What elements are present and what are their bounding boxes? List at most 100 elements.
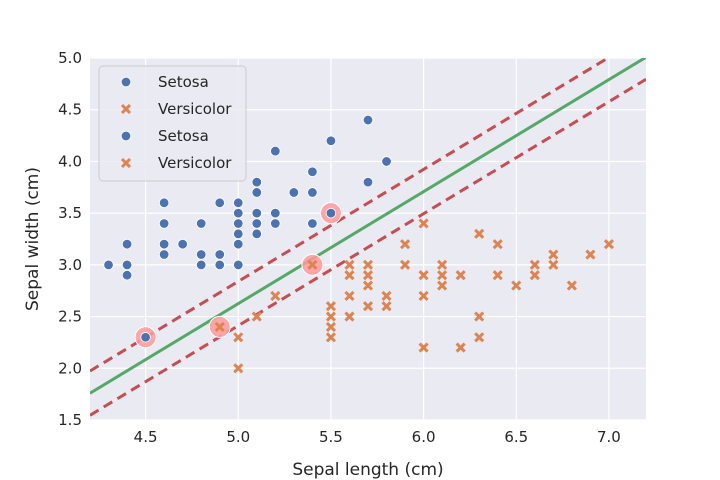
setosa-point <box>121 259 133 271</box>
versicolor-point <box>437 280 448 291</box>
y-tick-label: 4.0 <box>58 152 82 170</box>
versicolor-point <box>344 270 355 281</box>
versicolor-point <box>492 270 503 281</box>
versicolor-point <box>233 332 244 343</box>
decision-boundary-line <box>90 58 646 395</box>
setosa-point <box>270 207 281 219</box>
versicolor-point <box>418 342 429 353</box>
versicolor-point <box>529 270 540 281</box>
setosa-point <box>251 187 262 198</box>
setosa-point <box>158 238 170 250</box>
y-tick-label: 2.5 <box>58 308 82 326</box>
margin-line <box>90 58 611 373</box>
setosa-point <box>140 332 151 343</box>
setosa-point <box>362 114 374 126</box>
setosa-point <box>381 156 392 167</box>
versicolor-point <box>418 270 429 281</box>
setosa-point <box>307 166 318 177</box>
setosa-point <box>251 228 262 240</box>
versicolor-point <box>455 342 466 353</box>
versicolor-point <box>474 228 485 239</box>
versicolor-point <box>344 259 355 270</box>
versicolor-point <box>400 239 411 250</box>
setosa-point <box>233 207 244 219</box>
setosa-point <box>177 238 188 250</box>
legend-label: Setosa <box>158 73 209 91</box>
legend-label: Setosa <box>158 127 209 145</box>
y-tick-label: 4.5 <box>58 101 82 119</box>
setosa-point <box>158 197 170 209</box>
versicolor-point <box>455 270 466 281</box>
x-tick-label: 7.0 <box>597 428 621 446</box>
setosa-point <box>251 207 262 219</box>
setosa-point <box>195 259 207 271</box>
versicolor-point <box>325 332 336 343</box>
versicolor-point <box>344 290 355 301</box>
versicolor-point <box>214 321 225 332</box>
setosa-point <box>270 218 281 229</box>
versicolor-point <box>270 290 281 301</box>
setosa-point <box>233 228 244 240</box>
x-tick-label: 4.5 <box>134 428 158 446</box>
versicolor-point <box>381 301 392 312</box>
setosa-point <box>362 176 374 188</box>
margin-line <box>90 77 646 417</box>
versicolor-point <box>362 301 374 312</box>
versicolor-point <box>251 311 262 322</box>
legend-label: Versicolor <box>158 154 232 172</box>
versicolor-point <box>492 239 503 250</box>
versicolor-point <box>529 259 540 270</box>
y-tick-label: 3.5 <box>58 204 82 222</box>
legend-marker-setosa <box>120 130 132 142</box>
setosa-point <box>158 249 170 260</box>
setosa-point <box>251 176 262 188</box>
versicolor-point <box>307 259 318 270</box>
y-axis-label: Sepal width (cm) <box>23 167 43 311</box>
x-axis-label: Sepal length (cm) <box>292 460 443 480</box>
legend-marker-setosa <box>120 76 132 88</box>
legend-box <box>98 65 247 182</box>
y-tick-label: 5.0 <box>58 49 82 67</box>
versicolor-point <box>325 301 336 312</box>
setosa-point <box>158 218 170 229</box>
setosa-point <box>233 259 244 271</box>
setosa-point <box>307 187 318 198</box>
versicolor-point <box>418 218 429 229</box>
versicolor-point <box>418 290 429 301</box>
x-tick-label: 5.0 <box>226 428 250 446</box>
legend-marker-versicolor <box>120 157 132 169</box>
x-tick-label: 5.5 <box>319 428 343 446</box>
legend-label: Versicolor <box>158 100 232 118</box>
versicolor-point <box>362 259 374 270</box>
setosa-point <box>251 218 262 229</box>
data-points <box>103 114 614 374</box>
versicolor-point <box>362 280 374 291</box>
versicolor-point <box>548 249 559 260</box>
versicolor-point <box>585 249 596 260</box>
setosa-point <box>214 259 225 271</box>
x-tick-label: 6.0 <box>412 428 436 446</box>
versicolor-point <box>548 259 559 270</box>
legend: Setosa Versicolor Setosa Versicolor <box>98 65 247 182</box>
setosa-point <box>121 238 133 250</box>
y-tick-label: 2.0 <box>58 359 82 377</box>
setosa-point <box>233 238 244 250</box>
setosa-point <box>270 145 281 157</box>
versicolor-point <box>344 311 355 322</box>
tick-labels: 4.5 5.0 5.5 6.0 6.5 7.0 1.5 2.0 2.5 3.0 3.5 4.0 4.5 5… <box>58 49 621 446</box>
setosa-point <box>121 270 133 281</box>
y-tick-label: 1.5 <box>58 411 82 429</box>
setosa-point <box>325 207 337 219</box>
versicolor-point <box>400 259 411 270</box>
versicolor-point <box>603 239 614 250</box>
legend-marker-versicolor <box>120 103 132 115</box>
setosa-point <box>233 197 244 209</box>
setosa-point <box>307 218 318 229</box>
versicolor-point <box>362 270 374 281</box>
versicolor-point <box>511 280 522 291</box>
setosa-point <box>325 135 337 146</box>
versicolor-point <box>325 311 336 322</box>
versicolor-point <box>381 290 392 301</box>
versicolor-point <box>566 280 577 291</box>
